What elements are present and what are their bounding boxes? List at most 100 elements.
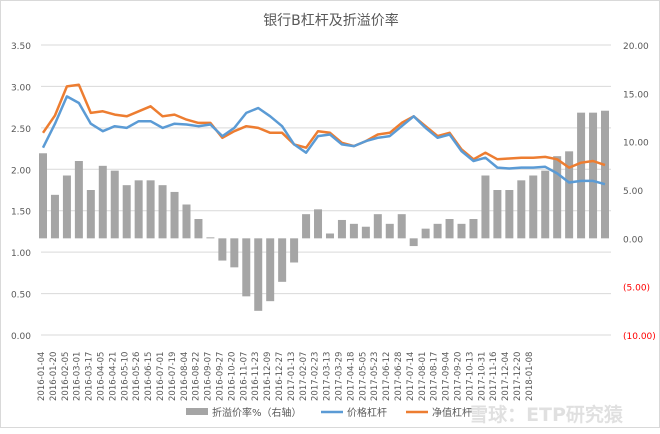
legend-label: 净值杠杆	[432, 406, 472, 419]
right-tick-label: 15.00	[623, 90, 649, 100]
x-tick-label: 2016-09-27	[216, 352, 226, 401]
premium-bar	[553, 156, 562, 239]
x-tick-label: 2016-08-04	[180, 352, 190, 401]
premium-bar	[194, 219, 203, 239]
right-tick-label: 0.00	[623, 235, 643, 245]
chart-title: 银行B杠杆及折溢价率	[263, 12, 399, 29]
premium-bar	[469, 219, 478, 239]
premium-bar	[517, 180, 526, 239]
right-tick-label: (5.00)	[623, 284, 650, 294]
x-tick-label: 2016-05-26	[132, 352, 142, 401]
x-tick-label: 2017-10-13	[465, 352, 475, 401]
x-tick-label: 2017-12-04	[501, 352, 511, 401]
premium-bar	[266, 238, 275, 302]
premium-bar	[254, 238, 263, 311]
premium-bar	[182, 204, 191, 239]
right-tick-label: (10.00)	[623, 332, 656, 342]
x-tick-label: 2017-04-18	[346, 352, 356, 401]
x-tick-label: 2018-01-08	[525, 352, 535, 401]
premium-bar	[206, 237, 215, 239]
premium-bar	[302, 214, 311, 239]
premium-bar	[577, 112, 586, 239]
premium-bar	[74, 161, 83, 239]
premium-bar	[433, 223, 442, 239]
x-tick-label: 2017-08-01	[418, 352, 428, 401]
premium-bar	[505, 190, 514, 239]
premium-bar	[325, 233, 334, 239]
premium-bar	[242, 238, 251, 297]
x-tick-label: 2016-11-07	[239, 352, 249, 401]
x-tick-label: 2016-01-20	[49, 352, 59, 401]
x-tick-label: 2017-09-20	[454, 352, 464, 401]
x-tick-label: 2017-10-31	[477, 352, 487, 401]
premium-bar	[589, 112, 598, 239]
premium-bar	[541, 170, 550, 239]
nav-leverage-line	[41, 83, 606, 169]
premium-bar	[421, 228, 430, 239]
x-tick-label: 2017-09-04	[442, 352, 452, 401]
x-tick-label: 2016-02-05	[61, 352, 71, 401]
premium-bar	[361, 226, 370, 239]
x-tick-label: 2017-12-20	[513, 352, 523, 401]
premium-bar	[50, 194, 59, 239]
x-tick-label: 2016-08-22	[192, 352, 202, 401]
premium-bar	[337, 219, 346, 239]
x-tick-label: 2017-02-23	[311, 352, 321, 401]
x-tick-label: 2016-06-15	[144, 352, 154, 401]
x-tick-label: 2016-03-01	[73, 352, 83, 401]
x-tick-label: 2016-03-17	[85, 352, 95, 401]
left-tick-label: 3.00	[11, 83, 31, 93]
premium-bar	[457, 223, 466, 239]
x-tick-label: 2016-07-01	[156, 352, 166, 401]
left-tick-label: 1.50	[11, 208, 31, 218]
premium-bar	[445, 219, 454, 239]
premium-bar	[158, 185, 167, 239]
x-tick-label: 2017-03-29	[335, 352, 345, 401]
premium-bar	[481, 175, 490, 239]
premium-bar	[122, 185, 131, 239]
premium-bar	[565, 151, 574, 239]
left-tick-label: 2.00	[11, 166, 31, 176]
left-tick-label: 1.00	[11, 249, 31, 259]
x-tick-label: 2016-12-27	[275, 352, 285, 401]
premium-bar	[373, 214, 382, 239]
premium-bar	[278, 238, 287, 282]
x-tick-label: 2017-05-05	[358, 352, 368, 401]
premium-bar	[134, 180, 143, 239]
premium-bar	[397, 214, 406, 239]
legend-label: 折溢价率%（右轴）	[212, 406, 302, 419]
premium-bar	[98, 165, 107, 239]
left-tick-label: 3.50	[11, 42, 31, 52]
legend-label: 价格杠杆	[347, 406, 387, 419]
left-tick-label: 2.50	[11, 125, 31, 135]
right-tick-label: 10.00	[623, 139, 649, 149]
left-tick-label: 0.50	[11, 291, 31, 301]
premium-bar	[62, 175, 71, 239]
x-tick-label: 2017-11-16	[489, 352, 499, 401]
x-tick-label: 2017-07-14	[406, 352, 416, 401]
right-tick-label: 5.00	[623, 187, 643, 197]
x-tick-label: 2016-04-21	[108, 352, 118, 401]
x-tick-label: 2017-03-13	[323, 352, 333, 401]
x-tick-label: 2017-06-28	[394, 352, 404, 401]
x-tick-label: 2017-06-12	[382, 352, 392, 401]
price-leverage-line	[41, 95, 606, 186]
premium-bar	[493, 190, 502, 239]
x-tick-label: 2016-07-19	[168, 352, 178, 401]
left-tick-label: 0.00	[11, 332, 31, 342]
premium-bar	[529, 175, 538, 239]
premium-bar	[218, 238, 227, 261]
premium-bar	[385, 223, 394, 239]
premium-bar	[601, 110, 609, 239]
premium-bar	[409, 238, 418, 247]
premium-bar	[170, 191, 179, 239]
x-tick-label: 2017-02-07	[299, 352, 309, 401]
legend-swatch	[186, 408, 208, 415]
premium-bar	[290, 238, 299, 263]
x-tick-label: 2016-01-04	[37, 352, 47, 401]
premium-bar	[230, 238, 239, 268]
premium-bar	[146, 180, 155, 239]
x-tick-label: 2016-12-09	[263, 352, 273, 401]
